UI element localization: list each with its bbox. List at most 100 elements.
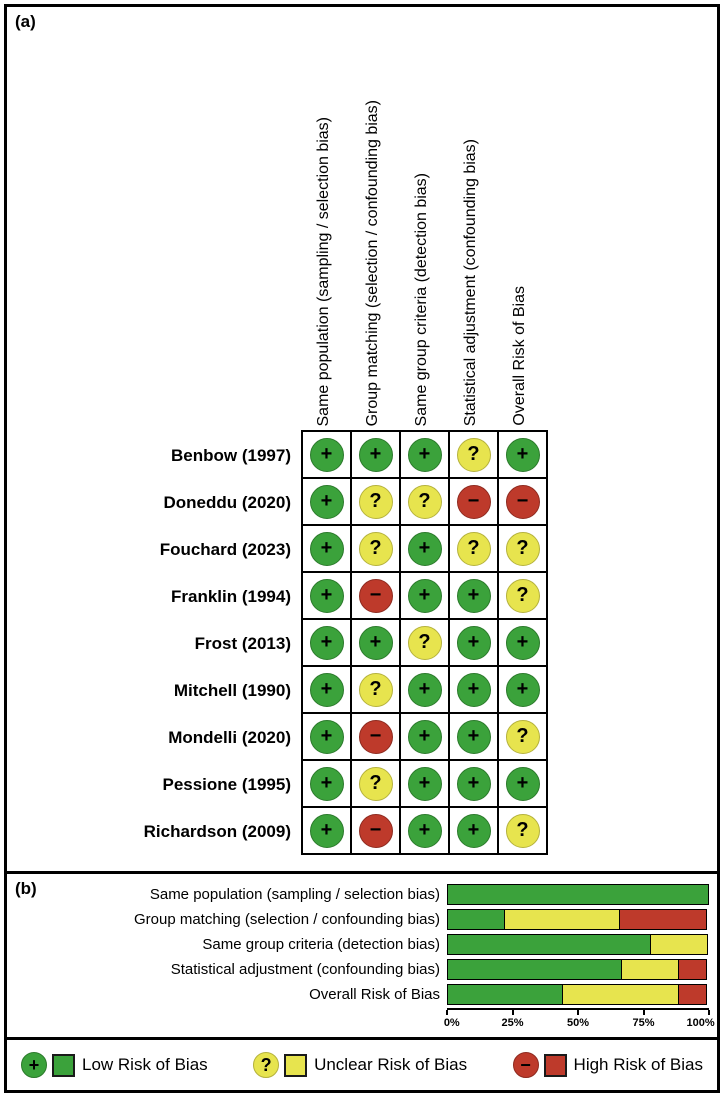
- stacked-bar: [447, 884, 709, 905]
- study-label: Richardson (2009): [143, 821, 291, 841]
- study-label: Doneddu (2020): [163, 492, 291, 512]
- rating-cell: −: [352, 573, 399, 618]
- rating-cell: +: [303, 479, 350, 524]
- unclear-risk-icon: ?: [456, 437, 491, 472]
- low-risk-icon: +: [407, 437, 442, 472]
- study-labels: Benbow (1997) Doneddu (2020) Fouchard (202…: [7, 430, 301, 855]
- legend: + Low Risk of Bias ? Unclear Risk of Bias − H…: [7, 1040, 717, 1090]
- rating-cell: +: [499, 432, 546, 477]
- legend-item-unclear: ? Unclear Risk of Bias: [253, 1052, 467, 1078]
- rating-cell: +: [303, 432, 350, 477]
- rating-cell: +: [450, 714, 497, 759]
- legend-label: High Risk of Bias: [573, 1055, 703, 1074]
- rating-cell: +: [450, 761, 497, 806]
- study-label: Fouchard (2023): [159, 539, 291, 559]
- bar-category-label: Overall Risk of Bias: [309, 986, 440, 1003]
- low-risk-icon: +: [309, 484, 344, 519]
- low-risk-icon: +: [21, 1052, 47, 1078]
- low-risk-icon: +: [407, 719, 442, 754]
- unclear-risk-swatch: [284, 1053, 308, 1077]
- bar-segment-low: [447, 959, 622, 980]
- rating-cell: ?: [352, 667, 399, 712]
- x-axis: 0% 25% 50% 75% 100%: [444, 1008, 715, 1034]
- axis-tick: [511, 1010, 514, 1015]
- legend-item-high: − High Risk of Bias: [512, 1052, 703, 1078]
- unclear-risk-icon: ?: [456, 531, 491, 566]
- rating-cell: ?: [499, 526, 546, 571]
- axis-tick-label: 100%: [686, 1017, 715, 1029]
- rating-cell: +: [401, 714, 448, 759]
- unclear-risk-icon: ?: [407, 484, 442, 519]
- rating-cell: +: [499, 620, 546, 665]
- study-label: Frost (2013): [194, 633, 291, 653]
- rating-cell: +: [303, 573, 350, 618]
- stacked-bar: [447, 959, 709, 980]
- bar-row: Statistical adjustment (confounding bias…: [7, 959, 717, 980]
- legend-item-low: + Low Risk of Bias: [21, 1052, 208, 1078]
- rating-cell: +: [303, 714, 350, 759]
- axis-tick: [446, 1010, 448, 1015]
- bar-segment-unclear: [562, 984, 679, 1005]
- rating-cell: +: [303, 761, 350, 806]
- rating-cell: +: [352, 620, 399, 665]
- rating-cell: +: [450, 808, 497, 853]
- bar-segment-high: [677, 959, 707, 980]
- low-risk-swatch: [52, 1053, 75, 1077]
- high-risk-icon: −: [505, 484, 540, 519]
- stacked-bar: [447, 934, 709, 955]
- low-risk-icon: +: [456, 578, 491, 613]
- rating-cell: ?: [352, 479, 399, 524]
- rating-cell: +: [450, 667, 497, 712]
- high-risk-swatch: [543, 1053, 567, 1077]
- rating-cell: +: [499, 761, 546, 806]
- high-risk-icon: −: [358, 719, 393, 754]
- rating-cell: +: [401, 573, 448, 618]
- domain-header: Same group criteria (detection bias): [399, 21, 446, 426]
- study-label: Pessione (1995): [162, 774, 291, 794]
- low-risk-icon: +: [309, 437, 344, 472]
- legend-label: Low Risk of Bias: [82, 1055, 208, 1074]
- study-label: Franklin (1994): [171, 586, 291, 606]
- high-risk-icon: −: [358, 813, 393, 848]
- unclear-risk-icon: ?: [505, 813, 540, 848]
- rating-cell: ?: [401, 620, 448, 665]
- low-risk-icon: +: [456, 672, 491, 707]
- low-risk-icon: +: [407, 672, 442, 707]
- rating-cell: ?: [352, 526, 399, 571]
- unclear-risk-icon: ?: [407, 625, 442, 660]
- low-risk-icon: +: [456, 625, 491, 660]
- rating-cell: −: [450, 479, 497, 524]
- bar-category-label: Same population (sampling / selection bi…: [149, 886, 440, 903]
- low-risk-icon: +: [309, 578, 344, 613]
- high-risk-icon: −: [512, 1052, 539, 1078]
- rating-cell: +: [401, 667, 448, 712]
- low-risk-icon: +: [456, 719, 491, 754]
- domain-header-label: Overall Risk of Bias: [511, 286, 529, 426]
- bar-segment-unclear: [504, 909, 621, 930]
- low-risk-icon: +: [358, 625, 393, 660]
- rating-cell: +: [499, 667, 546, 712]
- low-risk-icon: +: [505, 625, 540, 660]
- low-risk-icon: +: [505, 672, 540, 707]
- bar-row: Overall Risk of Bias: [7, 984, 717, 1005]
- bar-segment-low: [447, 909, 506, 930]
- risk-of-bias-figure: (a) Same population (sampling / selectio…: [4, 4, 720, 1093]
- rating-cell: −: [499, 479, 546, 524]
- low-risk-icon: +: [309, 813, 344, 848]
- rating-cell: +: [303, 526, 350, 571]
- unclear-risk-icon: ?: [505, 719, 540, 754]
- unclear-risk-icon: ?: [358, 672, 393, 707]
- domain-header-label: Same population (sampling / selection bi…: [315, 116, 333, 427]
- rating-grid: + + +? + +?? − − +? +?? + − + +? + +? + + +? + + + + − + +? +? + + +…: [301, 430, 548, 855]
- high-risk-icon: −: [456, 484, 491, 519]
- unclear-risk-icon: ?: [253, 1052, 280, 1078]
- rating-cell: +: [450, 620, 497, 665]
- unclear-risk-icon: ?: [505, 578, 540, 613]
- low-risk-icon: +: [358, 437, 393, 472]
- study-label: Mondelli (2020): [168, 727, 291, 747]
- rating-cell: ?: [352, 761, 399, 806]
- high-risk-icon: −: [358, 578, 393, 613]
- bar-segment-high: [677, 984, 707, 1005]
- domain-header: Statistical adjustment (confounding bias…: [448, 21, 495, 426]
- rating-cell: +: [303, 667, 350, 712]
